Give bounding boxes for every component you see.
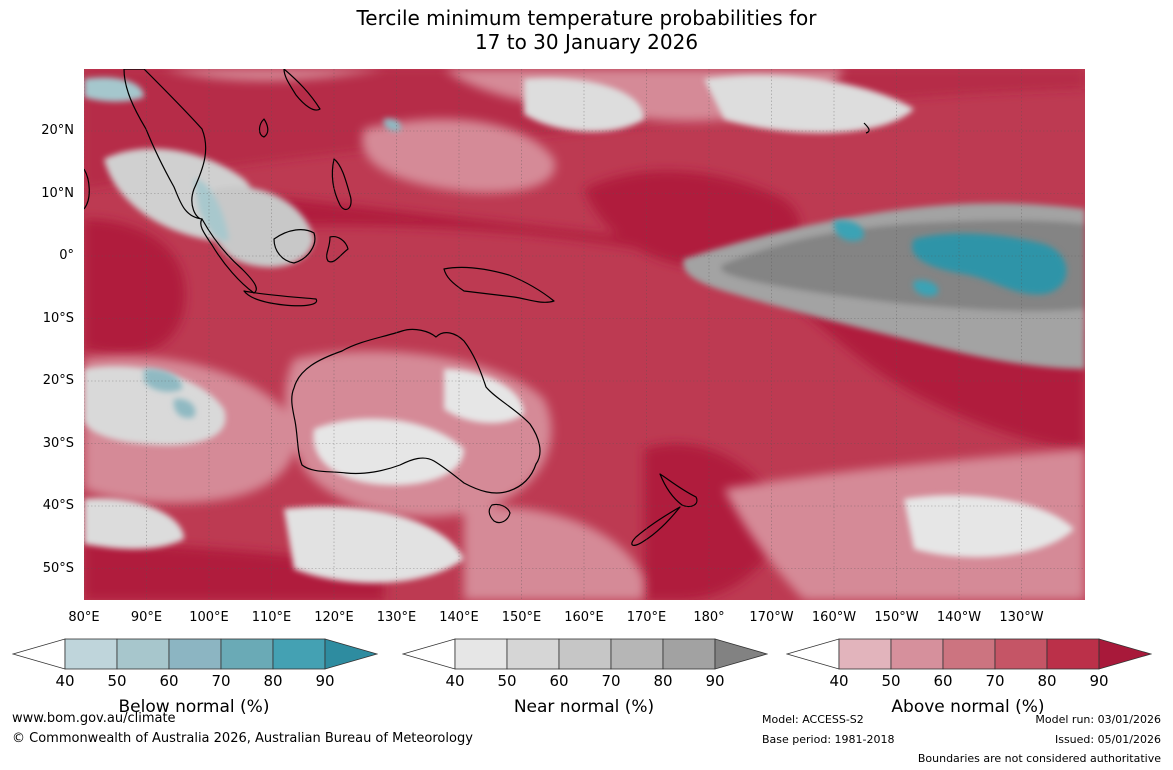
colorbar	[786, 638, 1152, 670]
longitude-label: 150°W	[874, 610, 919, 625]
java-coastline	[243, 290, 318, 307]
latitude-label: 30°S	[42, 435, 74, 451]
model-info: Model: ACCESS-S2	[762, 713, 864, 726]
map-canvas	[84, 69, 1085, 600]
colorbar-tick-label: 90	[705, 672, 725, 690]
below-normal-patches	[84, 77, 1067, 419]
title-line-2: 17 to 30 January 2026	[474, 30, 699, 54]
colorbar-tick-label: 80	[1037, 672, 1057, 690]
longitude-label: 180°	[693, 610, 725, 625]
colorbar-segment	[168, 638, 222, 670]
longitude-label: 140°W	[936, 610, 982, 625]
colorbar-tick-label: 80	[263, 672, 283, 690]
colorbar-segment	[220, 638, 274, 670]
longitude-label: 160°W	[811, 610, 857, 625]
latitude-label: 20°N	[41, 123, 74, 138]
longitude-label: 130°W	[999, 610, 1044, 625]
sulawesi-coastline	[326, 236, 349, 263]
colorbar-lower-arrow	[402, 638, 456, 670]
longitude-label: 170°W	[749, 610, 794, 625]
colorbar-segment	[454, 638, 508, 670]
new-zealand-north-coastline	[659, 473, 698, 508]
colorbar-upper-arrow	[1098, 638, 1152, 670]
colorbar-segment	[942, 638, 996, 670]
latitude-label: 20°S	[42, 373, 74, 388]
boundaries-disclaimer: Boundaries are not considered authoritat…	[917, 752, 1161, 765]
latitude-label: 0°	[59, 248, 74, 263]
india-coastline	[84, 168, 90, 210]
colorbar-upper-arrow	[324, 638, 378, 670]
colorbar-tick-label: 50	[497, 672, 517, 690]
latitude-label: 10°N	[41, 185, 74, 201]
latitude-label: 50°S	[42, 560, 74, 576]
longitude-label: 140°E	[439, 610, 479, 625]
longitude-label: 90°E	[130, 610, 163, 625]
colorbar-tick-label: 90	[315, 672, 335, 690]
china-coast-coastline	[283, 69, 321, 111]
colorbar-tick-label: 60	[549, 672, 569, 690]
colorbar-tick-label: 80	[653, 672, 673, 690]
colorbar-segment	[994, 638, 1048, 670]
map-title: Tercile minimum temperature probabilitie…	[0, 6, 1173, 54]
colorbar-segment	[272, 638, 326, 670]
longitude-label: 110°E	[251, 610, 292, 625]
website-url[interactable]: www.bom.gov.au/climate	[12, 711, 176, 726]
colorbar-segment	[890, 638, 944, 670]
colorbar-tick-label: 70	[601, 672, 621, 690]
colorbar-segment	[558, 638, 612, 670]
philippines-coastline	[331, 158, 352, 210]
hawaii-coastline	[863, 122, 870, 134]
colorbar-tick-label: 50	[107, 672, 127, 690]
longitude-label: 80°E	[68, 610, 100, 625]
colorbar-tick-label: 50	[881, 672, 901, 690]
colorbar-segment	[838, 638, 892, 670]
colorbar-upper-arrow	[714, 638, 768, 670]
new-guinea-coastline	[443, 266, 555, 303]
southeast-asia-coastline	[123, 69, 207, 220]
colorbar-segment	[1046, 638, 1100, 670]
colorbar-segment	[64, 638, 118, 670]
probability-map	[84, 69, 1085, 600]
new-zealand-south-coastline	[631, 506, 681, 546]
colorbar-tick-label: 70	[211, 672, 231, 690]
colorbar-segment	[662, 638, 716, 670]
latitude-label: 40°S	[42, 498, 74, 513]
colorbar	[12, 638, 378, 670]
colorbar-tick-label: 70	[985, 672, 1005, 690]
longitude-label: 100°E	[189, 610, 229, 625]
colorbar	[402, 638, 768, 670]
colorbar-title: Near normal (%)	[513, 697, 655, 717]
longitude-label: 170°E	[626, 610, 667, 625]
base-period: Base period: 1981-2018	[762, 733, 895, 746]
colorbar-lower-arrow	[12, 638, 66, 670]
longitude-label: 150°E	[501, 610, 542, 625]
borneo-coastline	[273, 229, 316, 264]
colorbar-segment	[116, 638, 170, 670]
longitude-label: 160°E	[564, 610, 604, 625]
colorbar-tick-label: 90	[1089, 672, 1109, 690]
colorbar-tick-label: 40	[829, 672, 849, 690]
colorbar-title: Below normal (%)	[118, 697, 270, 717]
longitude-label: 120°E	[314, 610, 354, 625]
tasmania-coastline	[488, 503, 511, 524]
issued-date: Issued: 05/01/2026	[1054, 733, 1161, 746]
colorbar-lower-arrow	[786, 638, 840, 670]
near-normal-light-patches	[84, 75, 1074, 583]
graticule	[84, 69, 1085, 600]
copyright-notice: © Commonwealth of Australia 2026, Austra…	[12, 731, 473, 746]
title-line-1: Tercile minimum temperature probabilitie…	[356, 6, 817, 30]
australia-coastline	[291, 328, 541, 494]
coastlines	[84, 69, 870, 546]
colorbar-segment	[610, 638, 664, 670]
colorbar-tick-label: 40	[445, 672, 465, 690]
colorbar-segment	[506, 638, 560, 670]
colorbar-tick-label: 60	[933, 672, 953, 690]
longitude-label: 130°E	[376, 610, 417, 625]
hainan-coastline	[258, 118, 269, 138]
latitude-label: 10°S	[42, 310, 74, 326]
colorbar-title: Above normal (%)	[891, 697, 1045, 717]
colorbar-tick-label: 40	[55, 672, 75, 690]
colorbar-tick-label: 60	[159, 672, 179, 690]
model-run-date: Model run: 03/01/2026	[1035, 713, 1161, 726]
